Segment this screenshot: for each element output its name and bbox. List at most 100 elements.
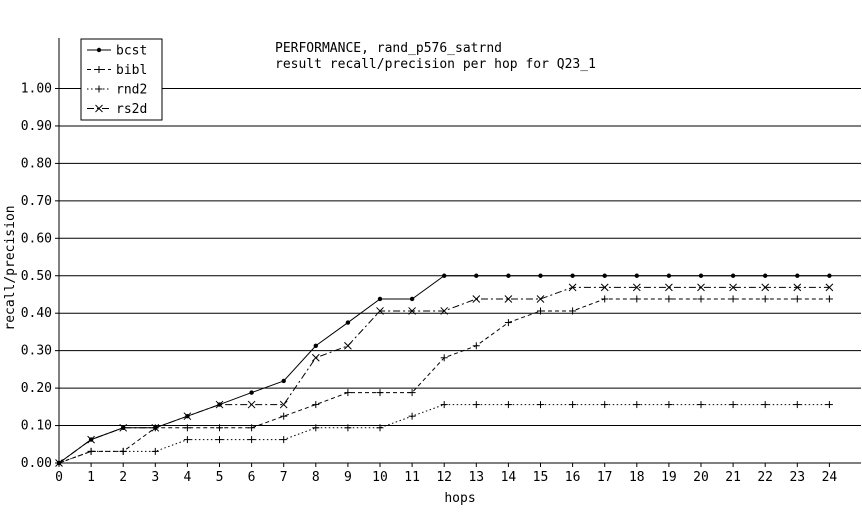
data-point-rs2d [568,283,577,292]
series-bcst [56,273,832,466]
y-axis-ticks: 0.00 0.10 0.20 0.30 0.40 0.50 0.60 0.70 0.80 0.90… [21,82,59,471]
y-tick-label: 0.90 [21,119,52,134]
data-point-bcst [345,320,351,325]
x-axis-ticks: 0 1 2 3 4 5 6 7 8 9 10 11 12 13 14 15 16 17 18 19 20 21 22 23 24 [55,463,837,485]
y-tick-label: 0.60 [21,231,52,246]
chart-subtitle: result recall/precision per hop for Q23_… [275,57,596,72]
data-point-rs2d [408,307,416,315]
legend: bcst bibl rnd2 rs2d [80,38,163,121]
data-point-rnd2 [569,401,577,409]
axes [58,38,861,464]
data-point-rnd2 [729,401,737,409]
data-point-bibl [569,307,577,315]
data-point-rs2d [151,423,160,432]
series-line-bcst [58,275,830,464]
data-point-bcst [602,273,607,278]
x-tick-label: 17 [597,470,613,485]
data-point-bibl [537,307,544,315]
x-tick-label: 7 [280,470,288,485]
data-point-bibl [697,295,705,303]
x-tick-label: 8 [312,470,320,485]
y-tick-label: 0.10 [21,419,52,434]
legend-item-rs2d: rs2d [87,102,147,117]
x-tick-label: 24 [822,470,838,485]
x-tick-label: 0 [55,470,63,485]
x-tick-label: 18 [629,470,645,485]
x-tick-label: 10 [372,470,388,485]
legend-label: bibl [116,63,147,78]
data-point-rnd2 [825,401,833,409]
data-point-bcst [570,273,575,278]
data-point-rnd2 [216,436,223,444]
data-point-bibl [408,389,416,397]
data-point-rnd2 [376,424,384,432]
data-point-rnd2 [537,401,544,409]
data-point-rs2d [504,295,513,303]
data-point-bcst [763,273,768,278]
y-tick-label: 0.50 [21,269,52,284]
data-point-rnd2 [344,424,352,432]
series-line-bibl [58,298,830,464]
data-point-rnd2 [761,401,769,409]
data-point-rnd2 [665,401,673,409]
data-point-bibl [248,424,256,432]
data-point-rs2d [665,283,673,292]
y-tick-label: 0.40 [21,306,52,321]
x-tick-label: 3 [151,470,159,485]
x-tick-label: 19 [661,470,677,485]
y-axis-label: recall/precision [3,205,18,330]
x-axis-label: hops [444,491,475,506]
y-tick-label: 0.20 [21,381,52,396]
x-tick-label: 16 [565,470,581,485]
series-line-rs2d [58,286,830,464]
data-point-bibl [825,295,833,303]
x-tick-label: 14 [501,470,517,485]
series-line-rnd2 [58,404,830,464]
data-point-bcst [409,296,415,302]
data-point-rs2d [729,283,737,292]
x-tick-label: 1 [87,470,95,485]
legend-item-bcst: bcst [87,44,147,59]
data-point-rs2d [311,353,320,362]
data-point-rs2d [761,283,770,292]
data-point-rs2d [279,400,288,409]
data-point-bibl [472,342,480,350]
data-point-rs2d [697,283,705,292]
data-point-rs2d [119,423,128,432]
legend-marker [95,104,103,113]
legend-marker [95,85,103,93]
data-point-rnd2 [183,436,191,444]
legend-item-bibl: bibl [87,63,147,78]
y-tick-label: 0.30 [21,344,52,359]
legend-marker [96,47,102,53]
y-tick-label: 1.00 [21,82,52,97]
data-point-rnd2 [312,424,320,432]
data-point-bcst [634,273,639,278]
data-point-bibl [793,295,801,303]
data-point-bibl [312,401,320,409]
data-point-bibl [440,354,448,362]
data-point-rs2d [376,307,384,315]
data-point-bcst [795,273,800,278]
data-point-bcst [698,273,704,278]
data-point-bcst [730,273,736,278]
legend-box [80,38,163,121]
data-point-rs2d [600,283,609,292]
series-rnd2 [55,401,833,467]
data-point-rs2d [825,283,834,292]
data-point-rnd2 [697,401,705,409]
data-point-bcst [666,273,672,278]
legend-item-rnd2: rnd2 [87,83,147,98]
series-bibl [55,295,833,467]
data-point-bibl [601,295,609,303]
data-point-rnd2 [601,401,609,409]
data-point-rnd2 [472,401,480,409]
data-point-rs2d [55,459,63,467]
x-tick-label: 22 [757,470,773,485]
data-point-bcst [442,273,447,278]
data-point-bibl [280,412,288,420]
series-lines [55,273,834,467]
data-point-bcst [281,378,286,384]
grid [59,88,861,427]
data-point-bibl [183,424,191,432]
